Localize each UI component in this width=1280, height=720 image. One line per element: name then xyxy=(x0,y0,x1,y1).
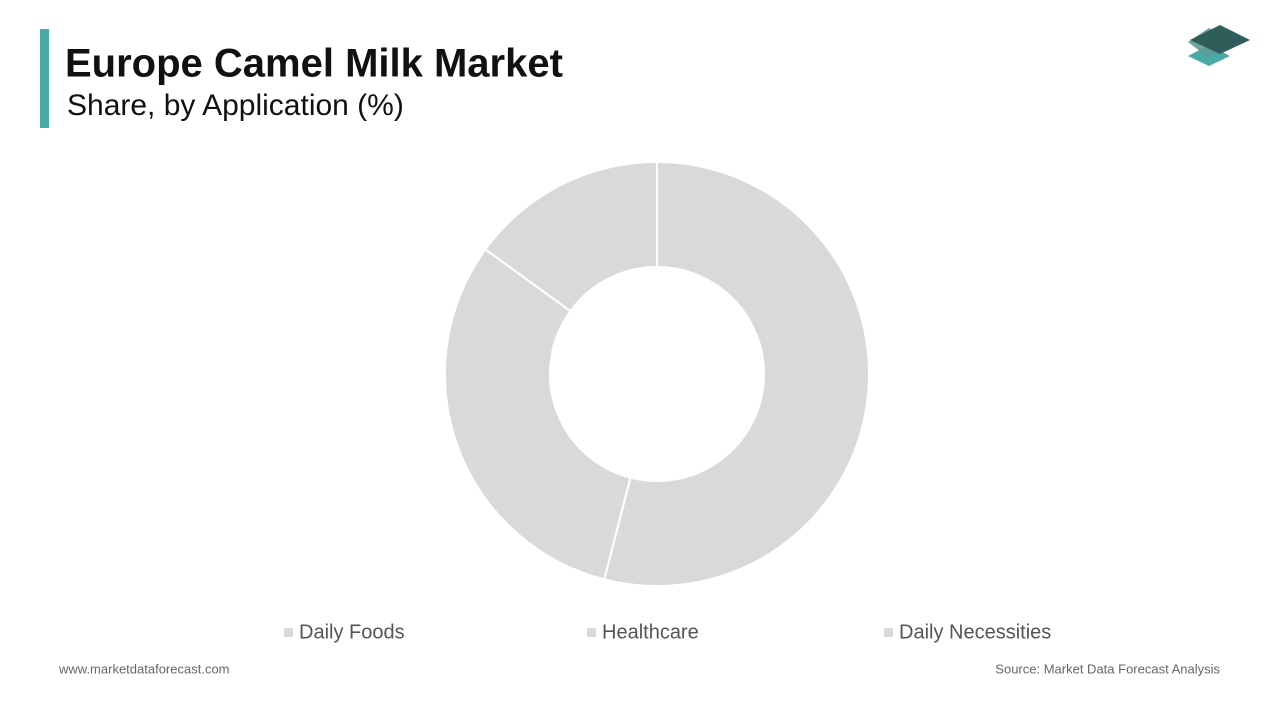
donut-segment xyxy=(603,160,870,587)
title-accent xyxy=(40,29,49,128)
donut-segment xyxy=(444,247,632,581)
footer-left: www.marketdataforecast.com xyxy=(58,661,230,676)
chart-title: Europe Camel Milk Market xyxy=(65,42,563,86)
legend-label: Daily Foods xyxy=(299,621,405,643)
legend-marker xyxy=(587,628,596,637)
legend-marker xyxy=(284,628,293,637)
legend-label: Healthcare xyxy=(602,621,699,643)
logo xyxy=(1188,25,1250,66)
legend-label: Daily Necessities xyxy=(899,621,1051,643)
chart-subtitle: Share, by Application (%) xyxy=(67,89,404,122)
donut-segment xyxy=(484,160,658,313)
legend-marker xyxy=(884,628,893,637)
footer-right: Source: Market Data Forecast Analysis xyxy=(995,661,1220,676)
